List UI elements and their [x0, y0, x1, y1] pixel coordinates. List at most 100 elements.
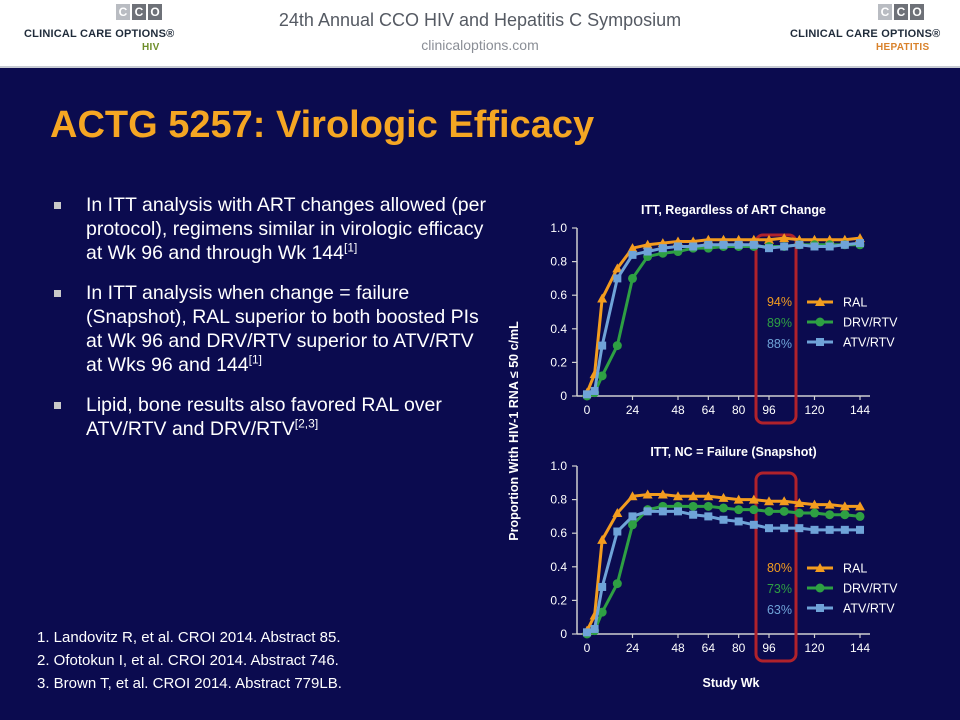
bullet-item: In ITT analysis with ART changes allowed…	[48, 193, 488, 265]
legend-label: ATV/RTV	[843, 602, 895, 616]
data-point-square	[734, 240, 743, 249]
y-tick-label: 0.4	[550, 322, 567, 336]
data-point-square	[795, 240, 804, 249]
data-point-triangle	[612, 508, 623, 518]
data-point-square	[658, 507, 667, 516]
percent-label: 88%	[767, 337, 792, 351]
logo-subtitle: HIV	[142, 42, 160, 53]
data-point-circle	[764, 506, 774, 516]
percent-label: 63%	[767, 603, 792, 617]
data-point-circle	[840, 510, 850, 520]
data-point-circle	[810, 508, 819, 518]
square-bullet-icon	[54, 290, 61, 297]
data-point-square	[689, 242, 698, 251]
x-tick-label: 64	[702, 641, 716, 655]
site-url[interactable]: clinicaloptions.com	[421, 37, 539, 53]
y-tick-label: 0.2	[550, 355, 567, 369]
data-point-square	[613, 527, 622, 536]
reference-item: 2. Ofotokun I, et al. CROI 2014. Abstrac…	[37, 652, 339, 669]
y-tick-label: 0	[560, 627, 567, 641]
percent-label: 80%	[767, 561, 792, 575]
chart-title: ITT, Regardless of ART Change	[641, 203, 826, 217]
x-tick-label: 0	[584, 641, 591, 655]
data-point-circle	[597, 371, 607, 381]
data-point-circle	[612, 341, 622, 351]
data-point-triangle	[764, 234, 774, 244]
data-point-square	[628, 512, 637, 521]
data-point-square	[749, 240, 758, 249]
x-tick-label: 144	[850, 403, 870, 417]
data-point-triangle	[794, 497, 805, 507]
x-tick-label: 96	[762, 641, 776, 655]
data-point-circle	[612, 579, 622, 589]
x-tick-label: 48	[671, 641, 685, 655]
data-point-square	[856, 239, 864, 248]
y-tick-label: 0.2	[550, 593, 567, 607]
x-tick-label: 48	[671, 403, 685, 417]
data-point-triangle	[612, 263, 623, 273]
legend-label: RAL	[843, 296, 867, 310]
legend-marker	[816, 338, 824, 346]
chart-title: ITT, NC = Failure (Snapshot)	[650, 445, 816, 459]
logo-boxes: C C O	[116, 4, 162, 20]
logo-box: C	[878, 4, 892, 20]
x-tick-label: 144	[850, 641, 870, 655]
references: 1. Landovitz R, et al. CROI 2014. Abstra…	[37, 626, 342, 695]
y-tick-label: 0	[560, 389, 567, 403]
data-point-square	[810, 525, 819, 534]
x-tick-label: 80	[732, 641, 746, 655]
data-point-circle	[734, 505, 744, 515]
data-point-circle	[825, 510, 835, 520]
square-bullet-icon	[54, 202, 61, 209]
logo-box: O	[910, 4, 924, 20]
data-point-circle	[628, 520, 637, 530]
data-point-square	[840, 525, 849, 534]
legend-marker	[815, 563, 825, 572]
data-point-square	[856, 525, 864, 534]
header-band: C C O CLINICAL CARE OPTIONS® HIV 24th An…	[0, 0, 960, 68]
data-point-square	[704, 240, 713, 249]
data-point-circle	[597, 607, 607, 617]
data-point-square	[658, 244, 667, 253]
slide-title: ACTG 5257: Virologic Efficacy	[50, 104, 595, 146]
data-point-square	[780, 242, 789, 251]
week-96-highlight-box	[754, 471, 798, 663]
data-point-square	[674, 242, 682, 251]
percent-label: 73%	[767, 582, 792, 596]
x-tick-label: 24	[626, 403, 640, 417]
bullet-text: In ITT analysis with ART changes allowed…	[86, 194, 486, 264]
data-point-square	[734, 517, 743, 526]
bullet-text: In ITT analysis when change = failure (S…	[86, 282, 479, 376]
square-bullet-icon	[54, 402, 61, 409]
percent-label: 89%	[767, 316, 792, 330]
data-point-square	[719, 515, 728, 524]
percent-label: 94%	[767, 295, 792, 309]
data-point-triangle	[839, 501, 850, 511]
y-tick-label: 0.4	[550, 560, 567, 574]
data-point-square	[704, 512, 713, 521]
data-point-circle	[703, 501, 713, 511]
data-point-square	[674, 507, 682, 516]
data-point-triangle	[809, 499, 820, 509]
data-point-triangle	[748, 494, 759, 504]
data-point-square	[825, 525, 834, 534]
y-tick-label: 0.8	[550, 255, 567, 269]
y-tick-label: 0.6	[550, 288, 567, 302]
data-point-square	[765, 244, 773, 253]
data-point-circle	[628, 273, 637, 283]
y-tick-label: 0.8	[550, 493, 567, 507]
logo-name: CLINICAL CARE OPTIONS®	[790, 28, 941, 40]
x-axis-label: Study Wk	[703, 676, 760, 690]
conference-title: 24th Annual CCO HIV and Hepatitis C Symp…	[278, 10, 682, 30]
data-point-triangle	[673, 491, 683, 501]
data-point-square	[765, 524, 773, 533]
data-point-square	[840, 240, 849, 249]
reference-item: 1. Landovitz R, et al. CROI 2014. Abstra…	[37, 629, 341, 646]
y-tick-label: 0.6	[550, 526, 567, 540]
data-point-square	[583, 390, 591, 399]
data-point-triangle	[627, 243, 638, 253]
legend-marker	[815, 583, 825, 593]
data-point-triangle	[597, 534, 608, 544]
x-tick-label: 24	[626, 641, 640, 655]
